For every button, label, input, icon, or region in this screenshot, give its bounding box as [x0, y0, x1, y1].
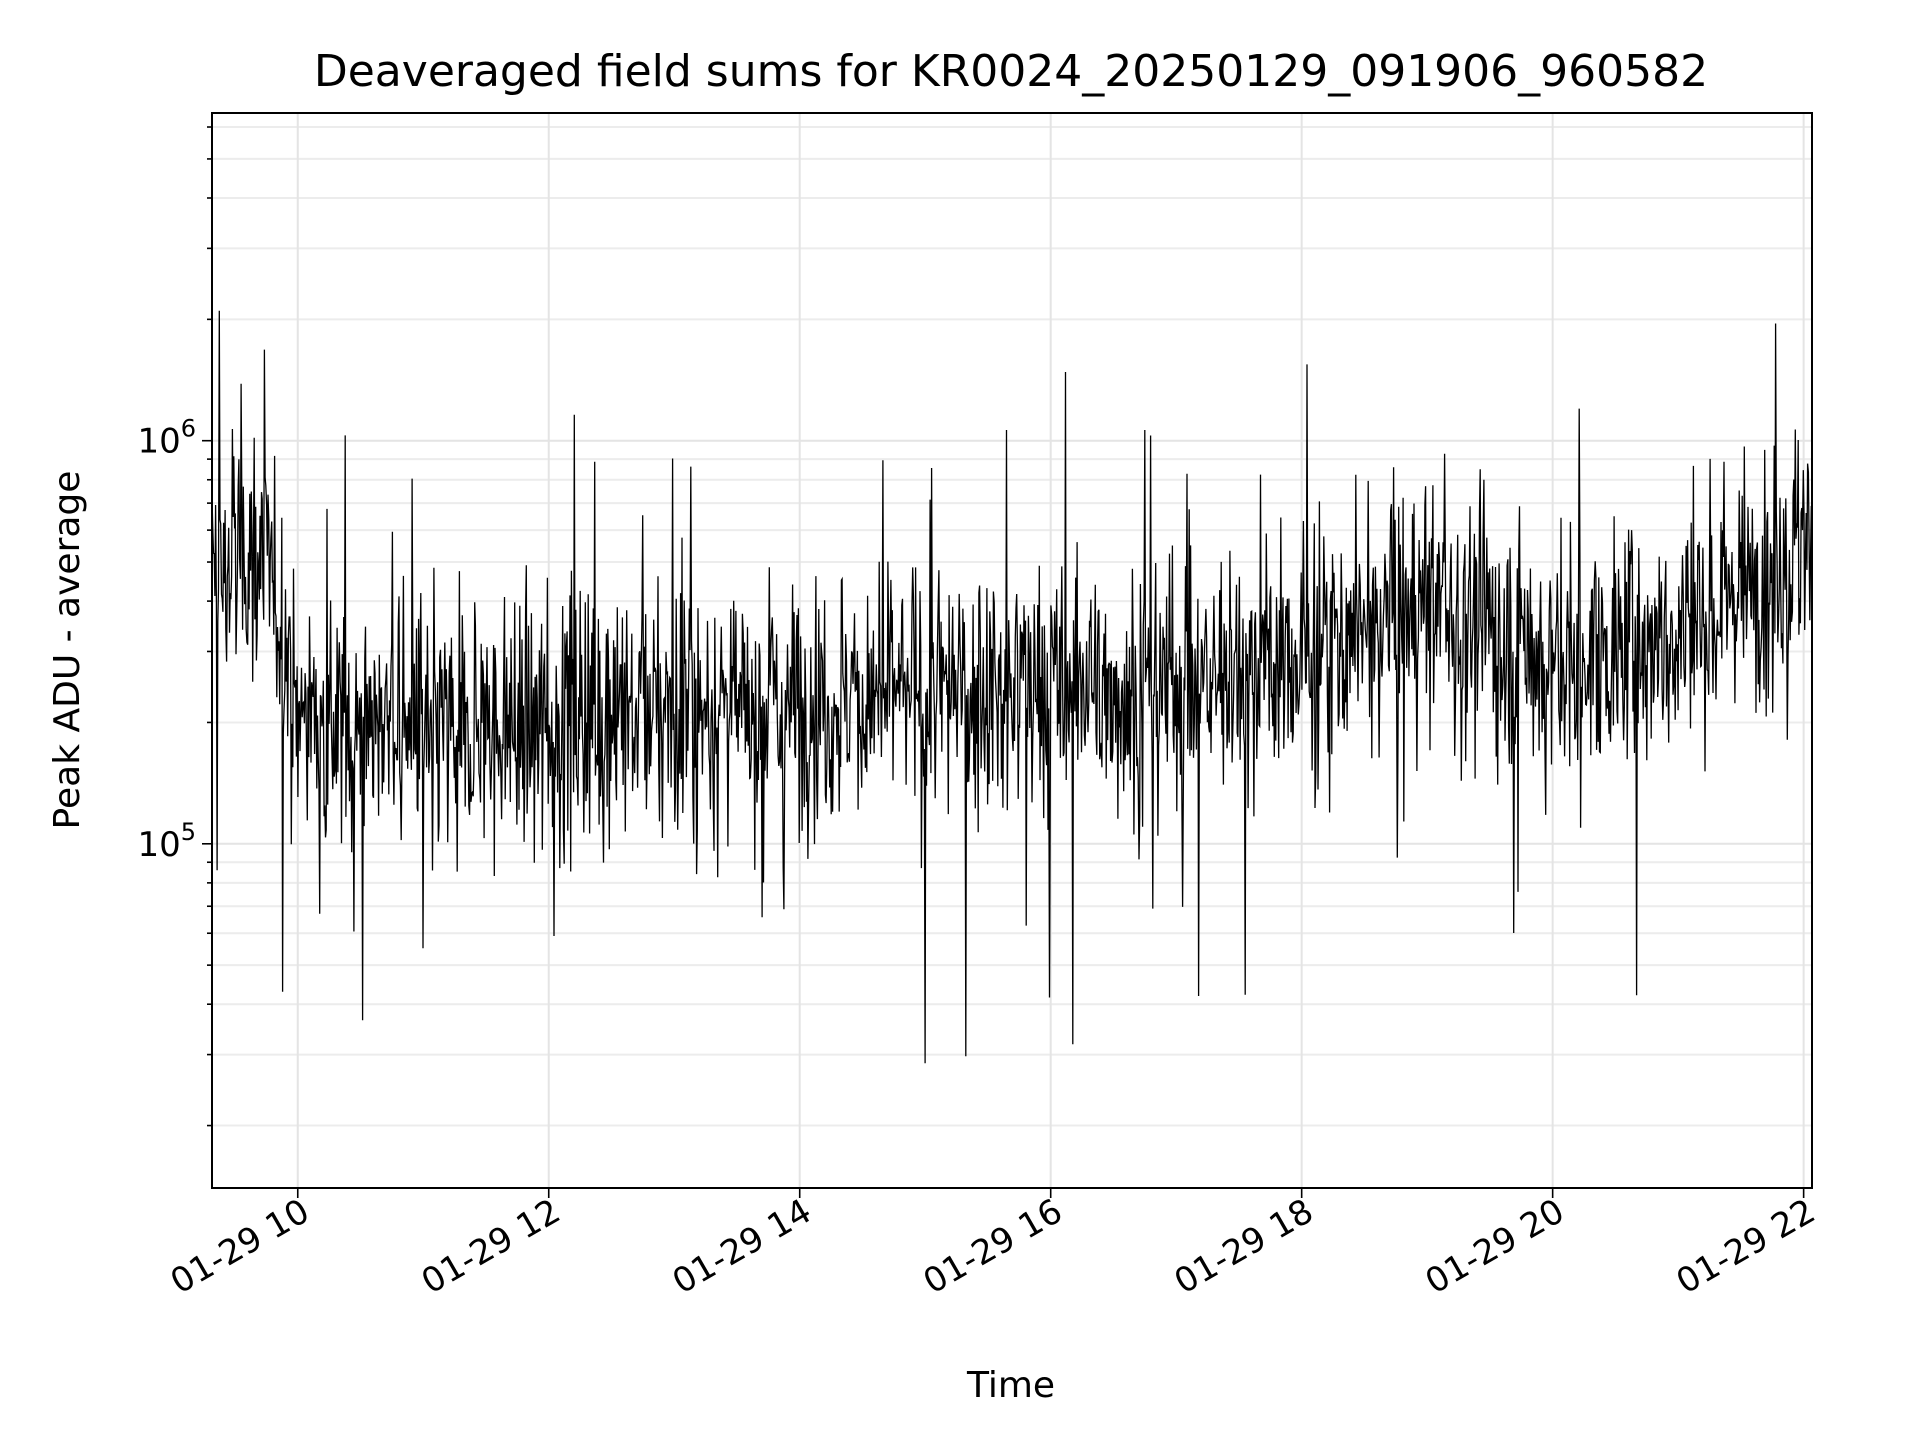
y-tick-label: 105	[137, 818, 196, 865]
x-tick-label: 01-29 14	[666, 1191, 818, 1302]
x-tick-label: 01-29 22	[1670, 1191, 1822, 1302]
chart-title: Deaveraged field sums for KR0024_2025012…	[314, 46, 1708, 97]
x-tick-label: 01-29 18	[1168, 1191, 1320, 1302]
x-tick-label: 01-29 10	[164, 1191, 316, 1302]
series-line	[211, 310, 1813, 1064]
y-tick-label: 106	[137, 415, 196, 462]
y-axis-label: Peak ADU - average	[47, 471, 88, 830]
x-tick-label: 01-29 20	[1419, 1191, 1571, 1302]
x-axis-label: Time	[966, 1365, 1055, 1406]
grid	[212, 113, 1812, 1188]
plot-frame	[211, 112, 1813, 1189]
x-tick-label: 01-29 16	[917, 1191, 1069, 1302]
x-axis: 01-29 10 01-29 12 01-29 14 01-29 16 01-29 18…	[164, 1188, 1822, 1302]
x-tick-label: 01-29 12	[415, 1191, 567, 1302]
y-axis: 105 106	[137, 126, 212, 1127]
series-path	[211, 310, 1813, 1064]
